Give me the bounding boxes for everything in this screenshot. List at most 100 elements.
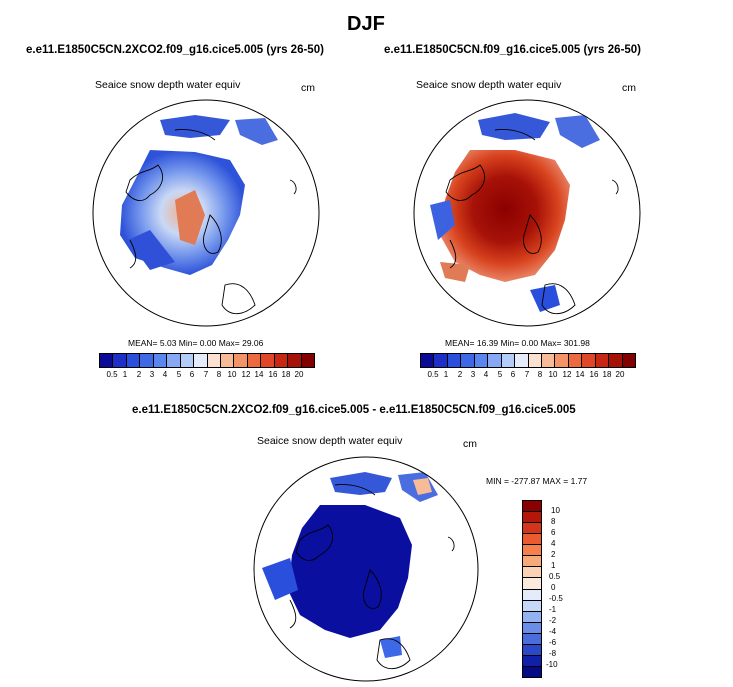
cb-left-tick: 14 [254, 370, 264, 379]
cb-diff-bin [523, 622, 541, 634]
cb-diff-bin [523, 611, 541, 623]
cb-right-bin [421, 354, 435, 367]
stats-diff: MIN = -277.87 MAX = 1.77 [486, 476, 588, 486]
cb-left-tick: 20 [294, 370, 304, 379]
cb-right-bin [622, 354, 635, 367]
cb-left-bin [126, 354, 141, 367]
colorbar-left [99, 353, 315, 368]
cb-left-bin [274, 354, 289, 367]
cb-diff-tick: -0.5 [549, 594, 563, 603]
figure-title: DJF [347, 13, 385, 35]
cb-left-bin [167, 354, 181, 367]
cb-right-bin [528, 354, 542, 367]
cb-diff-bin [523, 556, 541, 568]
cb-right-tick: 14 [575, 370, 585, 379]
colorbar-right [420, 353, 636, 368]
cb-diff-tick: 2 [551, 550, 556, 559]
cb-right-bin [515, 354, 529, 367]
cb-left-tick: 3 [149, 370, 155, 379]
cb-right-tick: 4 [483, 370, 489, 379]
colorbar-diff [522, 500, 542, 678]
cb-right-tick: 7 [524, 370, 530, 379]
cb-right-bin [609, 354, 623, 367]
cb-left-bin [153, 354, 168, 367]
cb-right-bin [434, 354, 448, 367]
cb-right-bin [501, 354, 516, 367]
cb-diff-tick: 6 [551, 528, 556, 537]
units-label-left: cm [301, 82, 315, 94]
cb-left-bin [247, 354, 262, 367]
cb-left-bin [220, 354, 235, 367]
cb-left-tick: 8 [216, 370, 222, 379]
cb-diff-bin [523, 633, 541, 645]
cb-right-tick: 6 [510, 370, 516, 379]
cb-diff-bin [523, 523, 541, 535]
case-label-right: e.e11.E1850C5CN.f09_g16.cice5.005 (yrs 2… [384, 44, 642, 56]
cb-right-tick: 1 [443, 370, 449, 379]
cb-left-tick: 12 [241, 370, 251, 379]
cb-diff-bin [523, 578, 541, 590]
cb-diff-bin [523, 534, 541, 546]
cb-right-bin [461, 354, 475, 367]
cb-right-tick: 12 [562, 370, 572, 379]
cb-right-bin [488, 354, 502, 367]
variable-label-left: Seaice snow depth water equiv [95, 79, 241, 91]
cb-right-bin [447, 354, 462, 367]
cb-left-bin [288, 354, 302, 367]
cb-left-bin [261, 354, 275, 367]
cb-diff-bin [523, 666, 541, 677]
cb-left-tick: 1 [122, 370, 128, 379]
stats-left: MEAN= 5.03 Min= 0.00 Max= 29.06 [128, 338, 264, 348]
cb-diff-bin [523, 655, 541, 667]
cb-diff-tick: -2 [549, 616, 557, 625]
cb-left-tick: 5 [176, 370, 182, 379]
cb-left-tick: 4 [162, 370, 168, 379]
cb-right-bin [555, 354, 569, 367]
stats-right: MEAN= 16.39 Min= 0.00 Max= 301.98 [445, 338, 590, 348]
cb-diff-bin [523, 501, 541, 513]
units-label-diff: cm [463, 438, 477, 450]
cb-left-tick: 7 [203, 370, 209, 379]
sea-ice-field-right [440, 150, 570, 282]
cb-diff-bin [523, 644, 541, 656]
cb-diff-bin [523, 567, 541, 579]
cb-right-tick: 5 [497, 370, 503, 379]
cb-right-tick: 20 [615, 370, 625, 379]
cb-left-bin [194, 354, 208, 367]
cb-right-tick: 3 [470, 370, 476, 379]
cb-left-tick: 0.5 [106, 370, 118, 379]
cb-left-bin [140, 354, 154, 367]
cb-right-tick: 8 [537, 370, 543, 379]
cb-diff-tick: 4 [551, 539, 556, 548]
cb-right-bin [541, 354, 556, 367]
cb-left-tick: 2 [136, 370, 142, 379]
cb-left-bin [100, 354, 114, 367]
cb-diff-tick: 10 [551, 506, 560, 515]
cb-diff-tick: 1 [551, 561, 556, 570]
units-label-right: cm [622, 82, 636, 94]
cb-diff-tick: -6 [549, 638, 557, 647]
cb-diff-bin [523, 512, 541, 524]
case-label-left: e.e11.E1850C5CN.2XCO2.f09_g16.cice5.005 … [26, 44, 324, 56]
cb-diff-tick: 0 [551, 583, 556, 592]
cb-right-bin [582, 354, 596, 367]
cb-diff-tick: -8 [549, 649, 557, 658]
case-label-diff: e.e11.E1850C5CN.2XCO2.f09_g16.cice5.005 … [132, 404, 576, 416]
cb-right-bin [474, 354, 489, 367]
cb-left-tick: 6 [189, 370, 195, 379]
cb-right-tick: 16 [589, 370, 599, 379]
cb-left-tick: 16 [268, 370, 278, 379]
cb-right-tick: 2 [457, 370, 463, 379]
cb-right-tick: 0.5 [427, 370, 439, 379]
cb-diff-tick: -1 [549, 605, 557, 614]
cb-left-bin [113, 354, 127, 367]
cb-right-bin [595, 354, 610, 367]
sea-ice-field-diff [288, 505, 412, 638]
cb-left-bin [301, 354, 314, 367]
cb-right-tick: 18 [602, 370, 612, 379]
cb-diff-tick: -4 [549, 627, 557, 636]
cb-diff-bin [523, 600, 541, 612]
cb-left-bin [207, 354, 221, 367]
cb-left-tick: 10 [227, 370, 237, 379]
